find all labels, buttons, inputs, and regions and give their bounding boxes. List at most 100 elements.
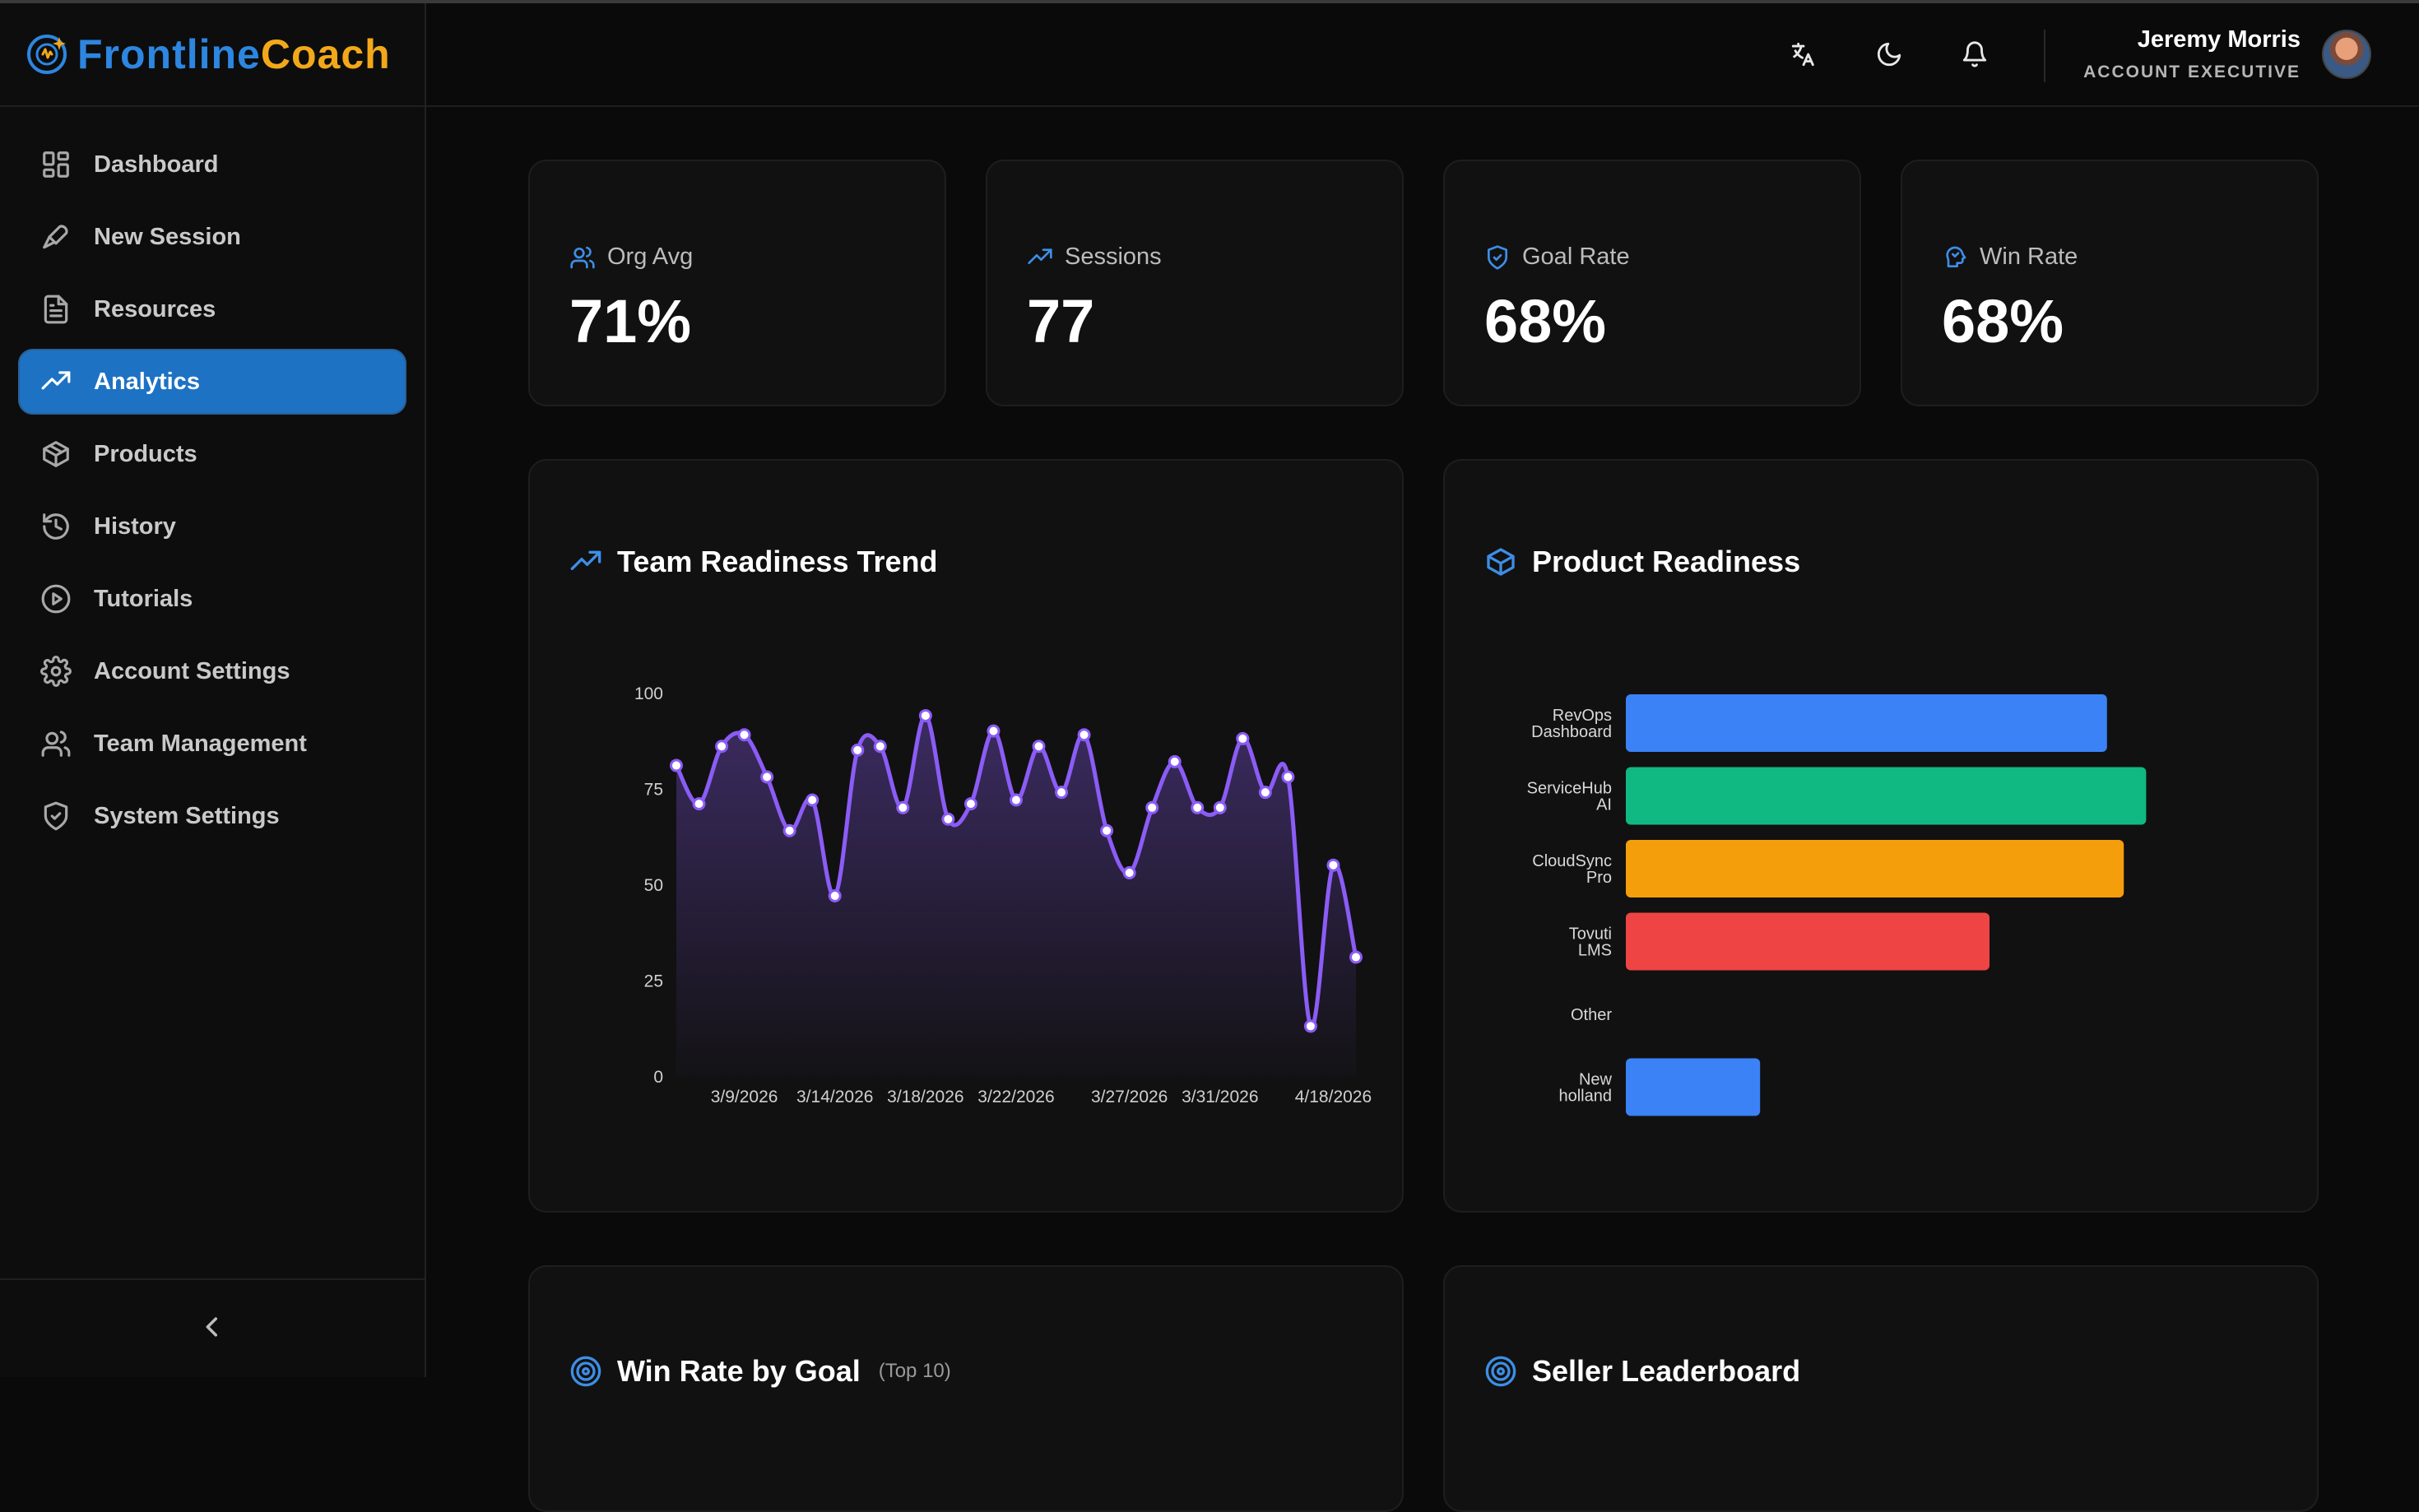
win-rate-by-goal-card: Win Rate by Goal (Top 10) bbox=[528, 1265, 1404, 1512]
sidebar-item-label: System Settings bbox=[94, 802, 280, 829]
y-tick-label: 50 bbox=[644, 876, 663, 895]
seller-leaderboard-card: Seller Leaderboard bbox=[1443, 1265, 2319, 1512]
data-point[interactable] bbox=[1032, 740, 1046, 754]
trend-area-fill bbox=[676, 715, 1356, 1076]
bar[interactable] bbox=[1626, 694, 2107, 752]
chevron-left-icon bbox=[206, 1316, 218, 1337]
notifications-button[interactable] bbox=[1958, 38, 1991, 71]
brand-name: FrontlineCoach bbox=[77, 31, 391, 77]
bar-category-label: AI bbox=[1596, 796, 1612, 814]
data-point[interactable] bbox=[670, 758, 683, 772]
header-divider bbox=[2044, 30, 2045, 82]
top-header: Jeremy Morris ACCOUNT EXECUTIVE bbox=[426, 3, 2419, 107]
sidebar-item-dashboard[interactable]: Dashboard bbox=[18, 132, 406, 197]
stat-card-org-avg: Org Avg 71% bbox=[528, 160, 946, 406]
data-point[interactable] bbox=[760, 770, 774, 784]
sidebar-footer bbox=[0, 1278, 425, 1377]
sidebar-item-resources[interactable]: Resources bbox=[18, 276, 406, 342]
head-icon bbox=[1946, 246, 1966, 267]
sidebar-item-label: Products bbox=[94, 440, 197, 467]
shield-check-icon bbox=[1488, 244, 1507, 270]
x-tick-label: 3/18/2026 bbox=[887, 1088, 963, 1106]
data-point[interactable] bbox=[1191, 800, 1205, 814]
stat-label: Win Rate bbox=[1942, 243, 2078, 271]
data-point[interactable] bbox=[715, 740, 729, 754]
avatar[interactable] bbox=[2322, 30, 2371, 79]
brand-logo[interactable]: FrontlineCoach bbox=[0, 3, 425, 107]
data-point[interactable] bbox=[1100, 823, 1114, 837]
sidebar-item-label: Account Settings bbox=[94, 657, 290, 684]
data-point[interactable] bbox=[941, 812, 955, 826]
sidebar-item-tutorials[interactable]: Tutorials bbox=[18, 566, 406, 632]
sidebar-item-products[interactable]: Products bbox=[18, 421, 406, 487]
target-icon bbox=[570, 1356, 601, 1387]
sidebar: FrontlineCoach Dashboard New Session Res… bbox=[0, 3, 426, 1377]
shield-check-icon bbox=[39, 800, 72, 833]
data-point[interactable] bbox=[918, 708, 932, 722]
data-point[interactable] bbox=[806, 793, 819, 807]
y-tick-label: 0 bbox=[653, 1068, 663, 1087]
bar[interactable] bbox=[1626, 767, 2147, 825]
data-point[interactable] bbox=[1303, 1019, 1317, 1033]
bar-category-label: New bbox=[1579, 1071, 1613, 1089]
moon-icon bbox=[1877, 42, 1901, 67]
bar-category-label: LMS bbox=[1578, 942, 1612, 960]
data-point[interactable] bbox=[1349, 950, 1363, 964]
card-title: Seller Leaderboard bbox=[1484, 1354, 1800, 1389]
sidebar-item-team-management[interactable]: Team Management bbox=[18, 711, 406, 777]
data-point[interactable] bbox=[987, 724, 1001, 738]
data-point[interactable] bbox=[1055, 786, 1069, 800]
data-point[interactable] bbox=[873, 740, 887, 754]
data-point[interactable] bbox=[1213, 800, 1227, 814]
stat-label: Goal Rate bbox=[1484, 243, 1630, 271]
stat-value: 68% bbox=[1942, 287, 2064, 355]
sidebar-item-new-session[interactable]: New Session bbox=[18, 204, 406, 270]
data-point[interactable] bbox=[1326, 858, 1340, 872]
theme-toggle-button[interactable] bbox=[1873, 38, 1906, 71]
stat-label: Org Avg bbox=[569, 243, 693, 271]
bar-category-label: Dashboard bbox=[1531, 723, 1612, 741]
data-point[interactable] bbox=[692, 797, 706, 811]
sidebar-item-analytics[interactable]: Analytics bbox=[18, 349, 406, 415]
data-point[interactable] bbox=[1281, 770, 1295, 784]
bar[interactable] bbox=[1626, 912, 1990, 971]
data-point[interactable] bbox=[828, 888, 842, 902]
package-icon bbox=[1487, 548, 1515, 576]
data-point[interactable] bbox=[1258, 786, 1272, 800]
gear-icon bbox=[39, 655, 72, 688]
data-point[interactable] bbox=[1010, 793, 1023, 807]
target-icon bbox=[1485, 1356, 1516, 1387]
bar-category-label: Pro bbox=[1586, 869, 1612, 887]
window-top-border bbox=[0, 0, 2419, 3]
sidebar-item-account-settings[interactable]: Account Settings bbox=[18, 638, 406, 704]
stat-card-goal-rate: Goal Rate 68% bbox=[1443, 160, 1861, 406]
bar[interactable] bbox=[1626, 840, 2124, 897]
play-circle-icon bbox=[39, 582, 72, 615]
data-point[interactable] bbox=[1168, 754, 1182, 768]
data-point[interactable] bbox=[782, 823, 796, 837]
data-point[interactable] bbox=[1145, 800, 1159, 814]
sidebar-item-label: Resources bbox=[94, 295, 216, 322]
collapse-sidebar-button[interactable] bbox=[198, 1313, 226, 1345]
microphone-icon bbox=[39, 220, 72, 253]
stat-card-sessions: Sessions 77 bbox=[986, 160, 1404, 406]
data-point[interactable] bbox=[851, 743, 865, 757]
sidebar-item-label: Team Management bbox=[94, 730, 307, 757]
bar-category-label: ServiceHub bbox=[1527, 780, 1612, 798]
sidebar-item-system-settings[interactable]: System Settings bbox=[18, 783, 406, 849]
data-point[interactable] bbox=[1236, 731, 1250, 745]
trending-up-icon bbox=[570, 550, 601, 570]
sidebar-nav: Dashboard New Session Resources Analytic… bbox=[0, 107, 425, 849]
sidebar-item-history[interactable]: History bbox=[18, 494, 406, 559]
data-point[interactable] bbox=[896, 800, 910, 814]
target-icon bbox=[27, 35, 67, 74]
data-point[interactable] bbox=[963, 797, 977, 811]
bar[interactable] bbox=[1626, 1058, 1761, 1116]
language-button[interactable] bbox=[1787, 38, 1820, 71]
data-point[interactable] bbox=[1122, 866, 1136, 880]
x-tick-label: 3/9/2026 bbox=[711, 1088, 778, 1106]
data-point[interactable] bbox=[737, 728, 751, 742]
data-point[interactable] bbox=[1077, 728, 1091, 742]
y-tick-label: 25 bbox=[644, 972, 663, 991]
